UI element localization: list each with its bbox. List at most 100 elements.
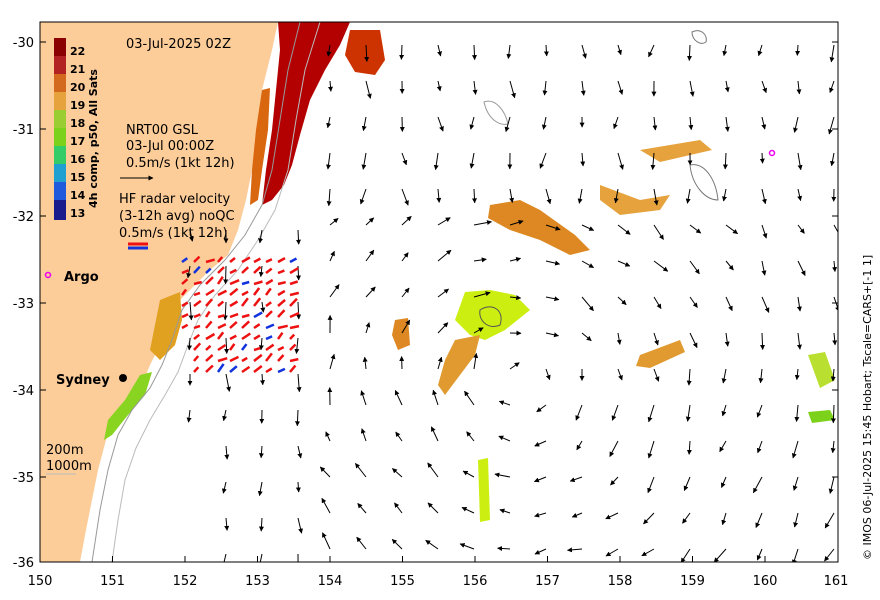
map-datetime: 03-Jul-2025 02Z <box>126 37 231 52</box>
current-arrow <box>399 44 405 60</box>
current-arrow <box>437 356 443 370</box>
current-arrow <box>509 362 520 370</box>
current-arrow <box>616 332 622 345</box>
hf-radar-vector <box>289 267 299 275</box>
current-arrow <box>509 219 524 226</box>
current-arrow <box>653 296 662 310</box>
hf-radar-vector <box>265 278 274 286</box>
current-arrow <box>545 332 559 338</box>
current-arrow <box>401 252 409 262</box>
current-arrow <box>509 257 522 262</box>
x-tick-label: 153 <box>245 574 270 589</box>
current-arrow <box>473 352 479 370</box>
hf-radar-vector <box>241 320 251 329</box>
hf-radar-vector <box>252 287 261 296</box>
current-arrow <box>360 390 367 406</box>
current-arrow <box>469 116 475 130</box>
credit-text: © IMOS 06-Jul-2025 15:45 Hobart; Tscale=… <box>861 255 874 560</box>
current-arrow <box>473 220 492 226</box>
sst-offshore-warm <box>345 30 385 75</box>
argo-marker-west[interactable] <box>44 271 52 279</box>
hf-radar-vector <box>277 324 288 330</box>
current-arrow <box>401 287 410 298</box>
x-tick-label: 158 <box>608 574 633 589</box>
hf-radar-vector <box>265 267 273 274</box>
current-arrow <box>498 435 511 442</box>
sst-patch-south <box>438 335 480 395</box>
current-arrow <box>543 44 549 57</box>
isobath-1000m-label: 1000m <box>46 459 92 474</box>
colorbar-tick: 22 <box>70 45 85 58</box>
hf-radar-vector <box>289 343 297 351</box>
current-arrow <box>188 301 194 321</box>
current-arrow <box>797 152 803 171</box>
hf-radar-vector <box>253 297 262 307</box>
hf-radar-vector <box>181 323 189 330</box>
current-arrow <box>222 409 228 422</box>
hf-radar-vector <box>265 310 273 318</box>
current-arrow <box>326 116 332 129</box>
gsl-legend-time: 03-Jul 00:00Z <box>126 139 214 154</box>
current-arrow <box>680 548 691 562</box>
sydney-marker[interactable] <box>119 374 127 382</box>
current-arrow <box>721 512 727 526</box>
current-arrow <box>257 481 263 497</box>
current-arrow <box>499 508 511 514</box>
current-arrow <box>321 497 331 514</box>
sst-patch-yellowgreen <box>455 290 530 340</box>
current-arrow <box>832 332 838 346</box>
current-arrow <box>581 332 592 342</box>
x-tick-label: 150 <box>28 574 53 589</box>
current-arrow <box>830 404 836 424</box>
hf-radar-vector <box>181 257 189 264</box>
current-arrow <box>683 476 691 492</box>
current-arrow <box>509 80 516 99</box>
hf-radar-vector <box>217 323 227 330</box>
hf-radar-vector <box>253 311 263 319</box>
current-arrow <box>471 188 477 204</box>
current-arrow <box>361 116 367 132</box>
current-arrow <box>829 80 835 93</box>
x-tick-label: 152 <box>173 574 198 589</box>
colorbar-title: 4h comp, p50, All Sats <box>87 69 100 208</box>
argo-marker-east[interactable] <box>768 149 776 157</box>
current-arrow <box>394 502 403 514</box>
current-arrow <box>461 506 475 514</box>
hf-radar-vector <box>217 331 225 340</box>
current-arrow <box>575 404 583 421</box>
hf-radar-vector <box>181 269 189 275</box>
current-arrow <box>260 301 266 313</box>
current-arrow <box>725 260 734 271</box>
current-arrow <box>759 152 765 164</box>
current-arrow <box>541 116 547 130</box>
current-arrow <box>725 296 733 312</box>
current-arrow <box>793 116 799 133</box>
current-arrow <box>794 404 800 422</box>
current-arrow <box>296 301 302 320</box>
current-arrow <box>401 188 409 206</box>
isobath-200m-label: 200m <box>46 443 83 458</box>
current-arrow <box>650 152 656 170</box>
hf-radar-vector <box>253 257 261 264</box>
current-arrow <box>653 260 669 272</box>
hf-radar-vector <box>277 257 286 264</box>
y-tick-label: -31 <box>13 123 34 138</box>
current-arrow <box>797 188 803 202</box>
current-arrow <box>294 337 300 354</box>
hf-radar-vector <box>205 364 214 373</box>
current-arrow <box>617 152 624 170</box>
current-arrow <box>724 80 730 93</box>
current-arrow <box>494 472 511 478</box>
hf-radar-vector <box>205 276 214 285</box>
hf-radar-vector <box>265 367 273 374</box>
current-arrow <box>688 116 694 131</box>
current-arrow <box>473 257 487 263</box>
hf-radar-vector <box>180 288 188 296</box>
current-arrow <box>794 368 800 381</box>
current-arrow <box>224 445 230 460</box>
hf-radar-vector <box>181 278 189 285</box>
hf-radar-vectors <box>180 255 300 374</box>
current-arrow <box>329 250 335 262</box>
hf-radar-vector <box>204 310 211 318</box>
current-arrow <box>498 400 511 406</box>
